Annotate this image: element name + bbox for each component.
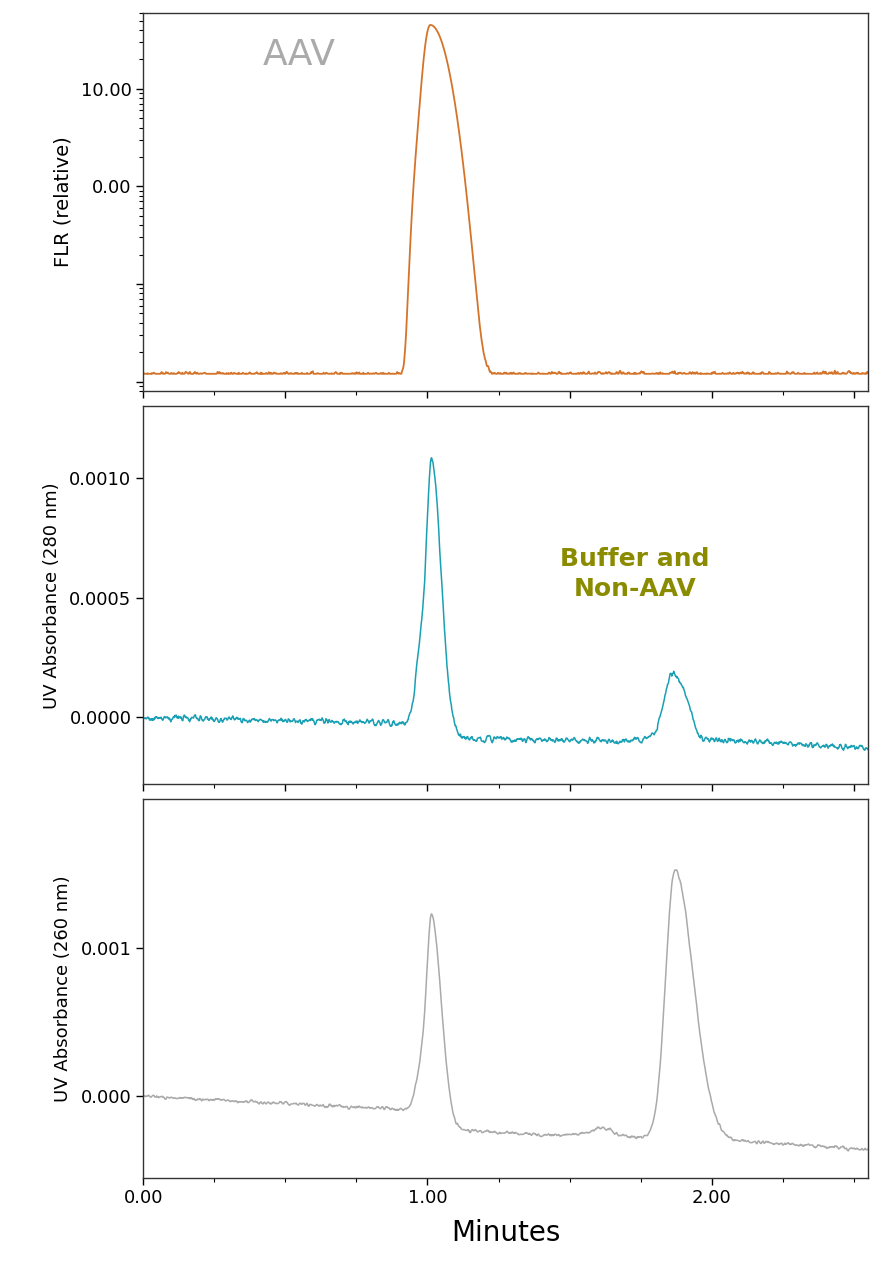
X-axis label: Minutes: Minutes xyxy=(451,1219,560,1247)
Y-axis label: UV Absorbance (260 nm): UV Absorbance (260 nm) xyxy=(55,876,72,1102)
Y-axis label: FLR (relative): FLR (relative) xyxy=(53,137,72,268)
Text: AAV: AAV xyxy=(262,38,335,73)
Text: Buffer and
Non-AAV: Buffer and Non-AAV xyxy=(560,547,709,600)
Y-axis label: UV Absorbance (280 nm): UV Absorbance (280 nm) xyxy=(43,481,61,709)
